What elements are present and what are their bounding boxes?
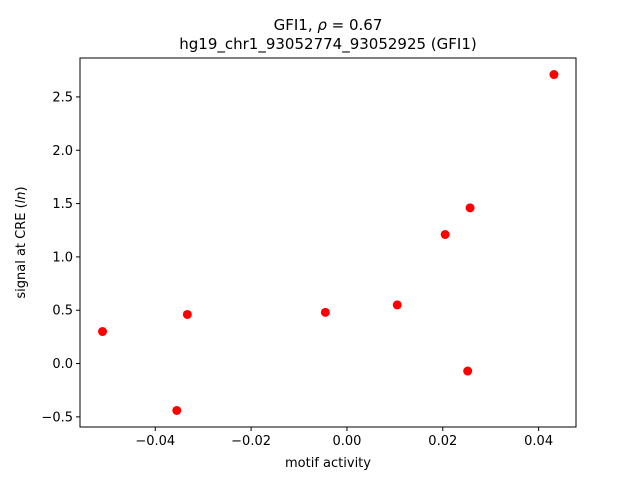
data-point — [440, 230, 450, 240]
data-point — [465, 203, 475, 213]
data-point — [392, 300, 402, 310]
y-tick-label: 2.0 — [52, 144, 73, 159]
chart-title-line-2: hg19_chr1_93052774_93052925 (GFI1) — [179, 35, 476, 54]
x-tick-label: 0.00 — [332, 434, 361, 449]
y-tick-label: 1.5 — [52, 197, 73, 212]
data-point — [98, 327, 108, 337]
y-tick-label: 1.0 — [52, 250, 73, 265]
chart-title: GFI1, ρ = 0.67 hg19_chr1_93052774_930529… — [179, 16, 476, 54]
x-axis-ticks: −0.04 −0.02 0.00 0.02 0.04 — [135, 427, 553, 449]
chart-title-line-1: GFI1, ρ = 0.67 — [274, 16, 383, 34]
data-point — [182, 309, 192, 319]
x-axis-label: motif activity — [285, 456, 371, 471]
x-tick-label: 0.02 — [428, 434, 457, 449]
data-point — [172, 405, 182, 415]
plot-area-frame — [79, 57, 577, 428]
data-points — [98, 70, 559, 415]
data-point — [549, 70, 559, 80]
y-tick-label: 0.5 — [52, 304, 73, 319]
y-axis-ticks: −0.5 0.0 0.5 1.0 1.5 2.0 2.5 — [41, 90, 80, 425]
x-tick-label: −0.02 — [231, 434, 271, 449]
data-point — [463, 366, 473, 376]
y-axis-label: signal at CRE (ln) — [14, 186, 29, 298]
y-tick-label: −0.5 — [41, 410, 73, 425]
y-tick-label: 2.5 — [52, 90, 73, 105]
x-tick-label: 0.04 — [524, 434, 553, 449]
data-point — [320, 307, 330, 317]
x-tick-label: −0.04 — [135, 434, 175, 449]
y-tick-label: 0.0 — [52, 357, 73, 372]
